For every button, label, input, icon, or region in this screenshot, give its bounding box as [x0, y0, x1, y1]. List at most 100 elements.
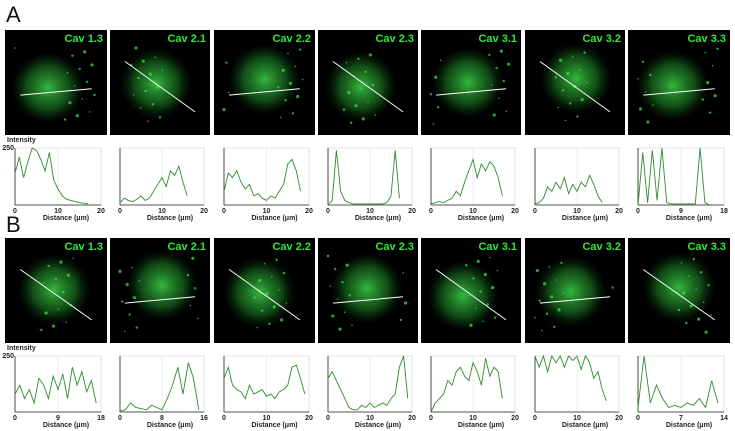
- x-tick-label: 18: [720, 208, 728, 215]
- cell-stain: [535, 255, 607, 328]
- x-tick-label: 20: [615, 208, 623, 215]
- speckle: [138, 279, 140, 282]
- speckle: [404, 301, 408, 305]
- speckle: [59, 260, 63, 264]
- speckle: [371, 83, 374, 87]
- profile-line: [430, 157, 503, 205]
- speckle: [121, 300, 124, 303]
- speckle: [189, 304, 192, 307]
- speckle: [561, 89, 565, 92]
- speckle: [66, 273, 70, 277]
- scan-line: [332, 61, 404, 113]
- speckle: [137, 76, 140, 80]
- speckle: [44, 311, 48, 315]
- speckle: [225, 61, 228, 64]
- panel-label: B: [6, 212, 21, 237]
- speckle: [194, 287, 197, 290]
- x-tick-label: 10: [573, 208, 581, 215]
- speckle: [646, 120, 650, 124]
- scan-line: [435, 88, 507, 96]
- speckle: [118, 269, 122, 273]
- speckle: [685, 321, 688, 325]
- speckle: [50, 295, 52, 297]
- speckle: [571, 55, 574, 58]
- speckle: [708, 111, 712, 114]
- x-tick-label: 0: [636, 415, 640, 422]
- speckle: [270, 275, 273, 278]
- speckle: [569, 102, 572, 105]
- speckle: [301, 78, 304, 81]
- x-tick-label: 0: [222, 208, 226, 215]
- y-tick-label: 250: [2, 353, 14, 360]
- speckle: [697, 317, 701, 321]
- speckle: [707, 284, 710, 287]
- speckle: [42, 282, 45, 284]
- speckle: [278, 289, 280, 291]
- speckle: [559, 58, 563, 62]
- cell-title: Cav 2.3: [375, 241, 414, 253]
- speckle: [499, 49, 503, 53]
- x-tick-label: 0: [326, 208, 330, 215]
- speckle: [475, 307, 477, 310]
- x-tick-label: 0: [118, 208, 122, 215]
- x-tick-label: 20: [408, 415, 416, 422]
- speckle: [437, 106, 440, 109]
- speckle: [711, 64, 714, 67]
- speckle: [495, 66, 498, 70]
- speckle: [294, 65, 297, 68]
- speckle: [285, 302, 288, 304]
- speckle: [543, 282, 547, 286]
- speckle: [682, 291, 686, 295]
- x-tick-label: 10: [263, 415, 271, 422]
- speckle: [710, 314, 712, 317]
- x-tick-label: 10: [366, 415, 374, 422]
- cell-stain: [17, 253, 91, 326]
- speckle: [502, 79, 505, 83]
- speckle: [564, 119, 567, 122]
- x-tick-label: 10: [573, 415, 581, 422]
- speckle: [563, 292, 565, 294]
- speckle: [63, 118, 67, 121]
- speckle: [125, 282, 129, 287]
- speckle: [134, 46, 138, 50]
- speckle: [144, 89, 147, 93]
- x-axis-label: Distance (μm): [251, 422, 297, 429]
- speckle: [331, 314, 335, 318]
- speckle: [284, 99, 287, 102]
- cell-stain: [432, 46, 504, 119]
- speckle: [507, 62, 511, 66]
- speckle: [534, 316, 536, 319]
- speckle: [81, 98, 84, 100]
- panel-label: A: [6, 2, 21, 27]
- speckle: [345, 263, 349, 267]
- profile-line: [534, 354, 607, 401]
- profile-line: [223, 364, 306, 400]
- speckle: [560, 261, 563, 265]
- speckle: [583, 51, 586, 54]
- speckle: [489, 256, 492, 259]
- x-tick-label: 0: [326, 415, 330, 422]
- x-tick-label: 0: [13, 415, 17, 422]
- speckle: [93, 93, 96, 97]
- scan-line: [643, 88, 715, 96]
- cell-title: Cav 2.1: [167, 33, 206, 45]
- speckle: [128, 313, 131, 316]
- speckle: [713, 94, 717, 98]
- speckle: [258, 279, 262, 283]
- speckle: [83, 50, 87, 54]
- x-tick-label: 10: [469, 415, 477, 422]
- scan-line: [124, 296, 196, 304]
- speckle: [644, 91, 647, 93]
- x-axis-label: Distance (μm): [355, 215, 401, 222]
- speckle: [491, 84, 493, 86]
- y-tick-label: 250: [2, 145, 14, 152]
- profile-line: [119, 362, 200, 412]
- speckle: [124, 330, 126, 333]
- speckle: [131, 266, 133, 269]
- speckle: [434, 75, 438, 79]
- x-axis-label: Distance (μm): [666, 422, 712, 429]
- speckle: [439, 59, 442, 62]
- speckle: [651, 104, 654, 106]
- speckle: [541, 329, 543, 332]
- speckle: [649, 73, 652, 77]
